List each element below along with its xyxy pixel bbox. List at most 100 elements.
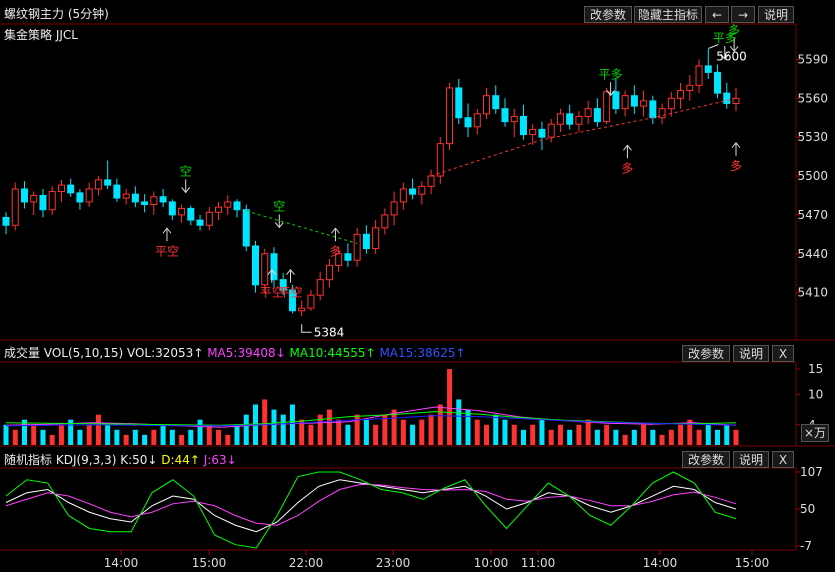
volume-bar bbox=[548, 429, 554, 445]
volume-y-axis: 15104 bbox=[796, 362, 823, 432]
volume-bar bbox=[234, 424, 240, 445]
candle-body bbox=[704, 65, 712, 73]
vol-value: VOL:32053↑ bbox=[126, 346, 204, 360]
kdj-y-tick-label: 107 bbox=[800, 465, 823, 479]
candle-body bbox=[640, 100, 648, 107]
strategy-label: 集金策略 JJCL bbox=[4, 28, 78, 42]
candle-body bbox=[649, 100, 657, 119]
candle-body bbox=[510, 115, 518, 123]
arrow-left-icon[interactable]: ← bbox=[705, 6, 729, 23]
main-y-tick-label: 5440 bbox=[797, 247, 828, 261]
x-tick-label: 10:00 bbox=[474, 556, 509, 570]
signal-label: 平多 bbox=[713, 31, 737, 45]
candle-body bbox=[205, 211, 213, 226]
volume-y-tick-label: 15 bbox=[808, 362, 823, 376]
candle-body bbox=[298, 307, 306, 312]
volume-bar bbox=[179, 434, 185, 445]
volume-bar bbox=[308, 424, 314, 445]
volume-bar bbox=[493, 414, 499, 445]
volume-unit-button[interactable]: ×万 bbox=[801, 424, 829, 442]
volume-bar bbox=[243, 414, 249, 445]
volume-bar bbox=[336, 419, 342, 445]
volume-bar bbox=[114, 429, 120, 445]
low-marker bbox=[301, 324, 312, 333]
volume-header: 成交量 VOL(5,10,15) VOL:32053↑ MA5:39408↓ M… bbox=[4, 344, 466, 361]
candle-body bbox=[538, 128, 546, 138]
volume-bar bbox=[659, 434, 665, 445]
candle-body bbox=[464, 117, 472, 128]
volume-bar bbox=[123, 434, 129, 445]
k-value: K:50↓ bbox=[120, 453, 158, 467]
candle-body bbox=[233, 201, 241, 211]
candle-body bbox=[57, 184, 65, 193]
volume-bar bbox=[557, 424, 563, 445]
x-tick-label: 22:00 bbox=[289, 556, 324, 570]
signal-arrowhead bbox=[267, 268, 277, 276]
volume-bar bbox=[86, 424, 92, 445]
candle-body bbox=[723, 92, 731, 104]
volume-bar bbox=[289, 404, 295, 445]
candle-body bbox=[178, 207, 186, 216]
candle-body bbox=[603, 91, 611, 123]
candle-body bbox=[436, 143, 444, 177]
volume-indicator: VOL(5,10,15) bbox=[43, 346, 124, 360]
volume-params-button[interactable]: 改参数 bbox=[682, 345, 730, 362]
candle-body bbox=[335, 253, 343, 266]
candle-body bbox=[686, 84, 694, 92]
x-tick-label: 11:00 bbox=[521, 556, 556, 570]
kdj-params-button[interactable]: 改参数 bbox=[682, 451, 730, 468]
volume-bar bbox=[271, 409, 277, 445]
volume-bar bbox=[594, 429, 600, 445]
j-value: J:63↓ bbox=[203, 453, 237, 467]
candle-body bbox=[150, 196, 158, 206]
kdj-name: 随机指标 bbox=[4, 453, 53, 467]
volume-bar bbox=[502, 419, 508, 445]
volume-bar bbox=[668, 429, 674, 445]
volume-bar bbox=[715, 429, 721, 445]
signal-label: 平空 bbox=[279, 286, 303, 300]
candle-body bbox=[48, 191, 56, 211]
volume-bar bbox=[169, 429, 175, 445]
candlestick-series bbox=[2, 49, 740, 316]
volume-bar bbox=[604, 424, 610, 445]
candle-body bbox=[30, 194, 38, 203]
volume-help-button[interactable]: 说明 bbox=[733, 345, 769, 362]
candle-body bbox=[593, 108, 601, 123]
kdj-y-tick-label: 50 bbox=[800, 502, 815, 516]
candle-body bbox=[224, 201, 232, 208]
volume-bar bbox=[31, 424, 37, 445]
arrow-right-icon[interactable]: → bbox=[731, 6, 755, 23]
kdj-close-button[interactable]: X bbox=[772, 451, 794, 468]
kdj-lines bbox=[5, 471, 737, 549]
main-y-tick-label: 5410 bbox=[797, 286, 828, 300]
candle-body bbox=[11, 188, 19, 226]
volume-close-button[interactable]: X bbox=[772, 345, 794, 362]
volume-name: 成交量 bbox=[4, 346, 41, 360]
hide-main-indicator-button[interactable]: 隐藏主指标 bbox=[634, 6, 702, 23]
modify-params-button[interactable]: 改参数 bbox=[584, 6, 632, 23]
volume-bar bbox=[410, 424, 416, 445]
candle-body bbox=[2, 216, 10, 226]
signal-arrowhead bbox=[274, 222, 284, 229]
candle-body bbox=[187, 207, 195, 221]
help-button[interactable]: 说明 bbox=[758, 6, 794, 23]
volume-bar bbox=[142, 434, 148, 445]
volume-bar bbox=[3, 424, 9, 445]
kdj-help-button[interactable]: 说明 bbox=[733, 451, 769, 468]
main-y-axis: 5590 5560 5530 5500 5470 5440 5410 bbox=[796, 52, 828, 300]
volume-bar bbox=[696, 429, 702, 445]
signal-arrowhead bbox=[181, 187, 191, 194]
candle-body bbox=[251, 245, 259, 286]
kdj-y-tick-label: -7 bbox=[800, 539, 812, 553]
candle-body bbox=[575, 115, 583, 125]
candle-body bbox=[732, 97, 740, 104]
volume-bar bbox=[345, 424, 351, 445]
volume-bar bbox=[326, 409, 332, 445]
volume-bar bbox=[520, 429, 526, 445]
candle-body bbox=[104, 179, 112, 186]
candle-body bbox=[196, 219, 204, 226]
signal-label: 多 bbox=[329, 244, 341, 258]
main-y-tick-label: 5530 bbox=[797, 130, 828, 144]
candle-body bbox=[85, 188, 93, 203]
